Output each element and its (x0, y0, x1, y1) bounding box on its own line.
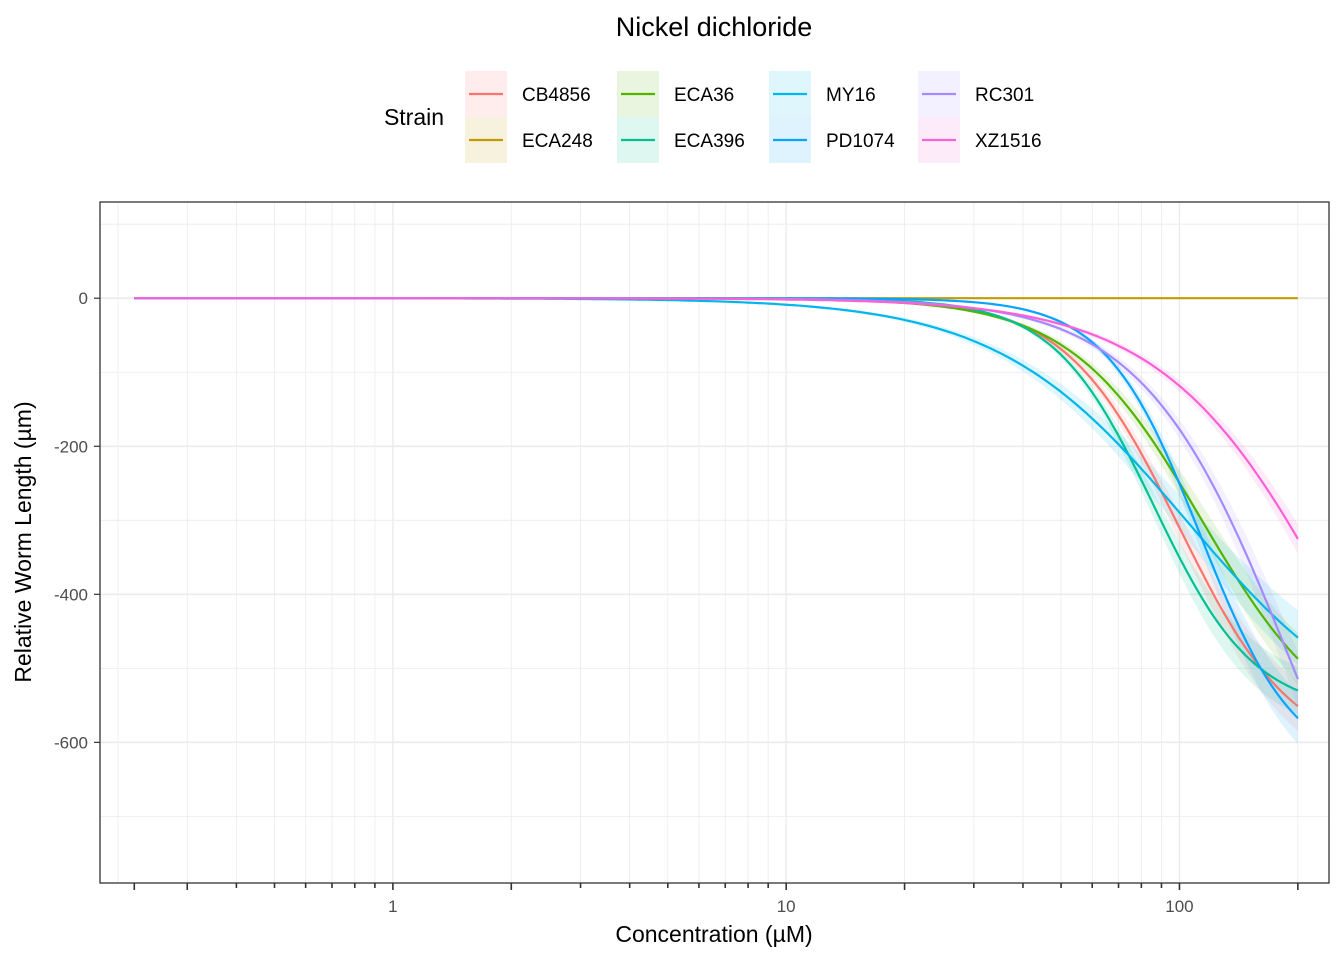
y-tick-label: 0 (79, 289, 88, 308)
y-tick-label: -400 (54, 585, 88, 604)
legend-label-eca396: ECA396 (674, 131, 745, 152)
plot-panel-border (99, 201, 1330, 884)
y-tick-label: -600 (54, 733, 88, 752)
legend-label-eca36: ECA36 (674, 85, 734, 106)
legend-label-cb4856: CB4856 (522, 85, 591, 106)
x-axis: 1 10 100 (133, 883, 1299, 916)
x-tick-label: 10 (777, 897, 796, 916)
legend: CB4856 ECA248 ECA36 ECA396 MY16 PD1074 RC301 XZ… (465, 71, 1042, 163)
x-axis-title: Concentration (µM) (615, 921, 812, 947)
x-tick-label: 100 (1165, 897, 1193, 916)
legend-label-my16: MY16 (826, 85, 876, 106)
series-line-xz1516 (134, 297, 1299, 540)
plot-panel-background (100, 202, 1329, 883)
legend-title: Strain (384, 104, 444, 130)
y-tick-label: -200 (54, 437, 88, 456)
x-tick-label: 1 (388, 897, 397, 916)
y-axis-title: Relative Worm Length (µm) (10, 401, 36, 682)
legend-label-rc301: RC301 (975, 85, 1034, 106)
legend-label-eca248: ECA248 (522, 131, 593, 152)
legend-label-xz1516: XZ1516 (975, 131, 1042, 152)
legend-label-pd1074: PD1074 (826, 131, 895, 152)
series-lines (134, 297, 1299, 719)
y-axis: 0 -200 -400 -600 (54, 289, 100, 752)
chart-title: Nickel dichloride (616, 12, 813, 42)
